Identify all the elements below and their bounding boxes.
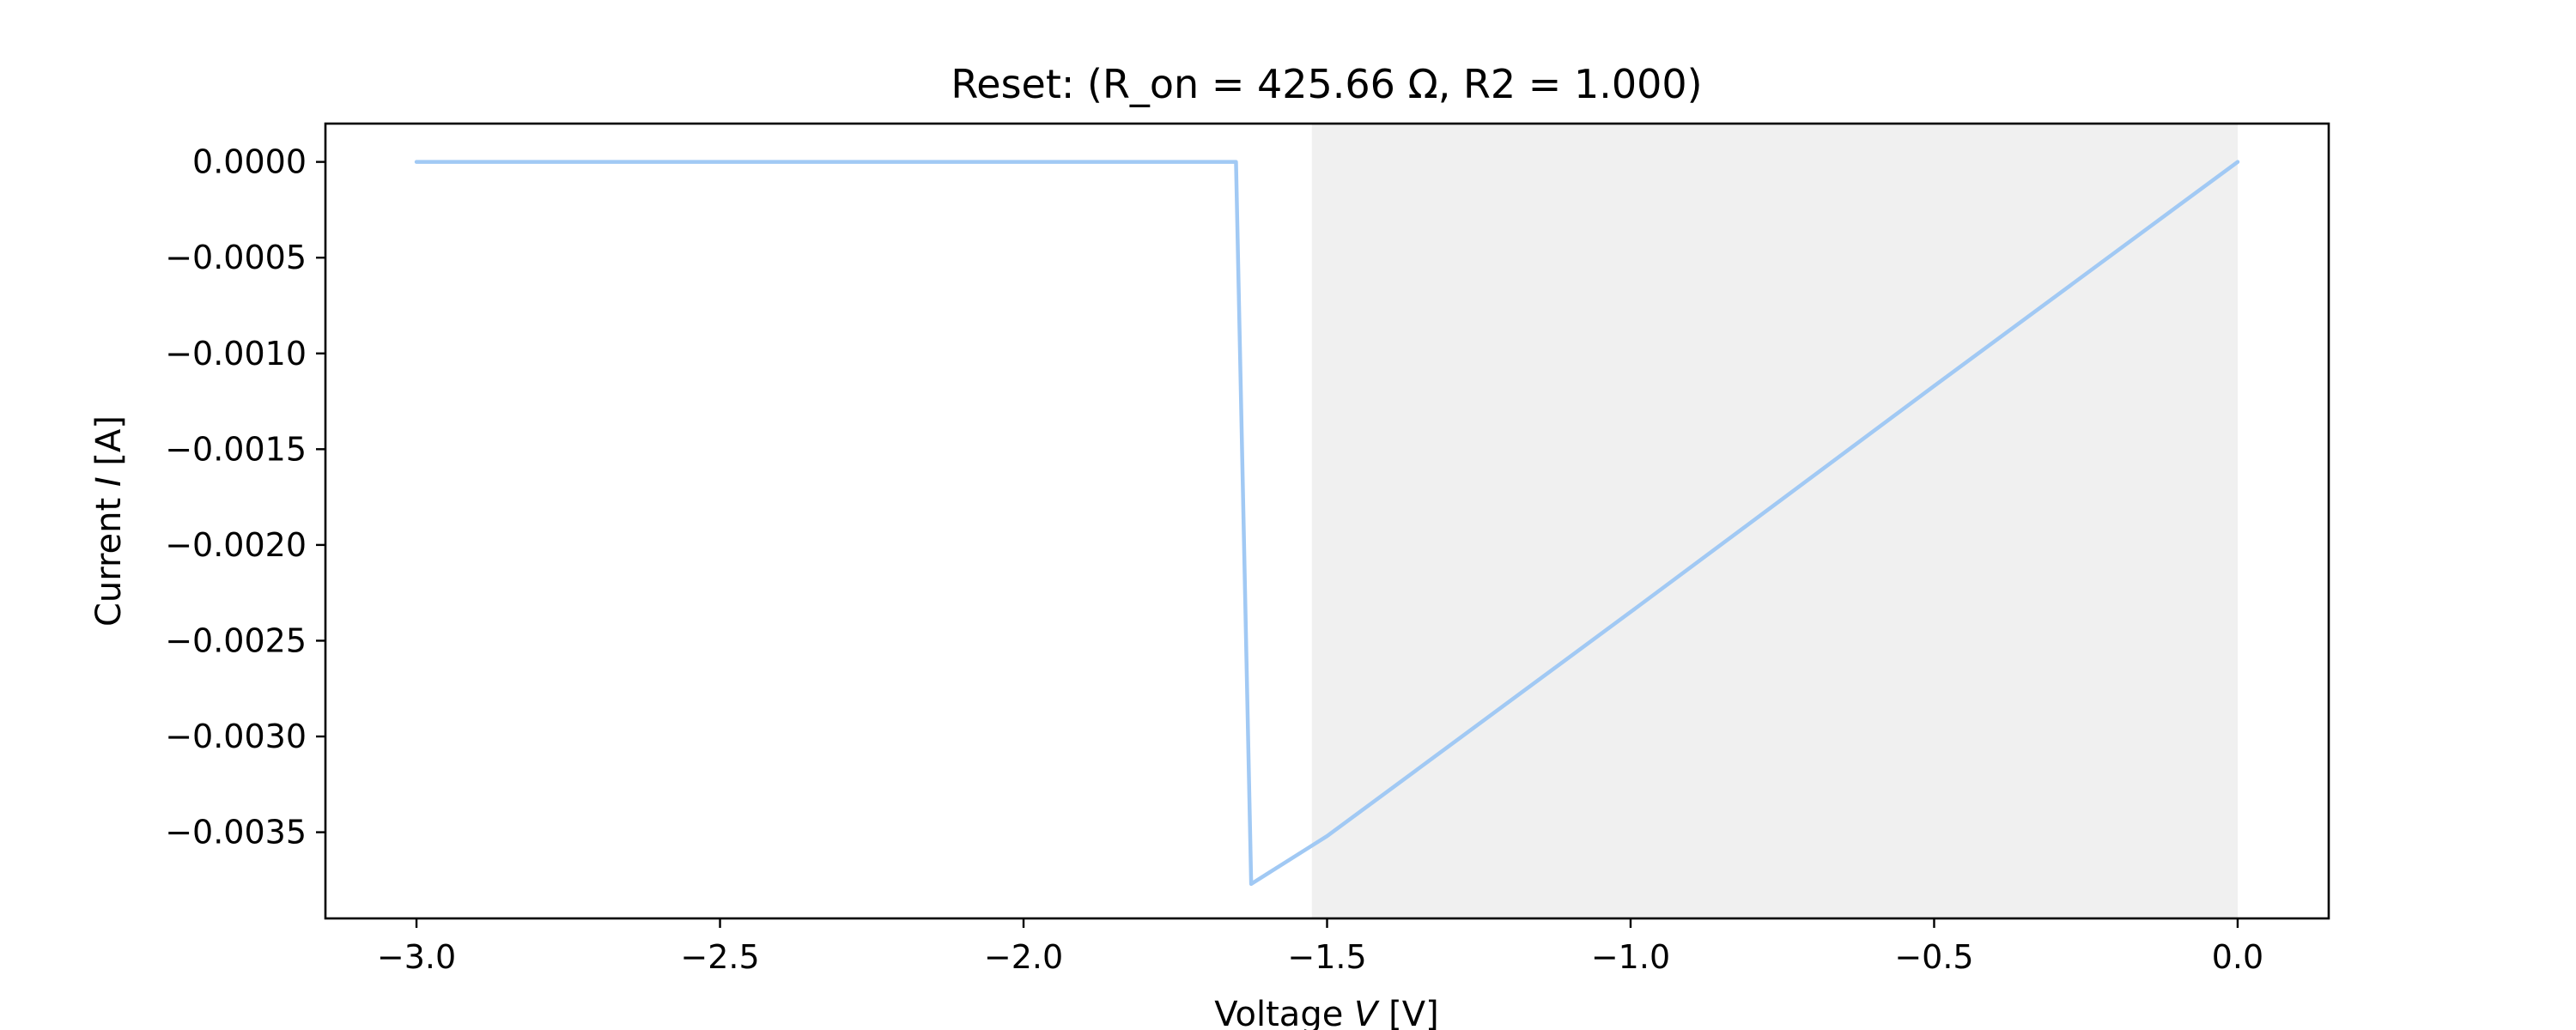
y-axis-label-prefix: Current <box>89 487 129 627</box>
y-axis-label-variable: I <box>89 476 129 487</box>
x-tick-label: −1.0 <box>1591 938 1670 976</box>
shaded-region-layer <box>1312 124 2238 918</box>
x-axis-label-variable: V <box>1354 995 1380 1030</box>
x-axis-label-prefix: Voltage <box>1214 995 1354 1030</box>
y-tick-label: −0.0035 <box>165 814 307 851</box>
x-tick-label: −2.0 <box>984 938 1063 976</box>
x-tick-label: −2.5 <box>680 938 759 976</box>
x-axis-label-unit: [V] <box>1377 995 1438 1030</box>
chart-title: Reset: (R_on = 425.66 Ω, R2 = 1.000) <box>951 61 1702 107</box>
x-axis-label: Voltage V [V] <box>1214 995 1438 1030</box>
y-axis-label: Current I [A] <box>89 415 129 627</box>
y-tick-label: −0.0015 <box>165 430 307 468</box>
x-tick-label: −3.0 <box>377 938 456 976</box>
x-tick-label: −1.5 <box>1287 938 1366 976</box>
y-tick-label: −0.0030 <box>165 718 307 755</box>
shaded-region <box>1312 124 2238 918</box>
y-tick-label: 0.0000 <box>192 143 307 181</box>
y-tick-label: −0.0010 <box>165 335 307 373</box>
y-tick-label: −0.0005 <box>165 239 307 276</box>
y-axis-label-unit: [A] <box>89 415 129 476</box>
y-axis-ticks: 0.0000 −0.0005 −0.0010 −0.0015 −0.0020 −0.002… <box>165 143 325 851</box>
y-tick-label: −0.0025 <box>165 621 307 659</box>
x-tick-label: −0.5 <box>1894 938 1973 976</box>
y-tick-label: −0.0020 <box>165 526 307 564</box>
x-tick-label: 0.0 <box>2212 938 2263 976</box>
x-axis-ticks: −3.0 −2.5 −2.0 −1.5 −1.0 −0.5 0.0 <box>377 918 2263 976</box>
